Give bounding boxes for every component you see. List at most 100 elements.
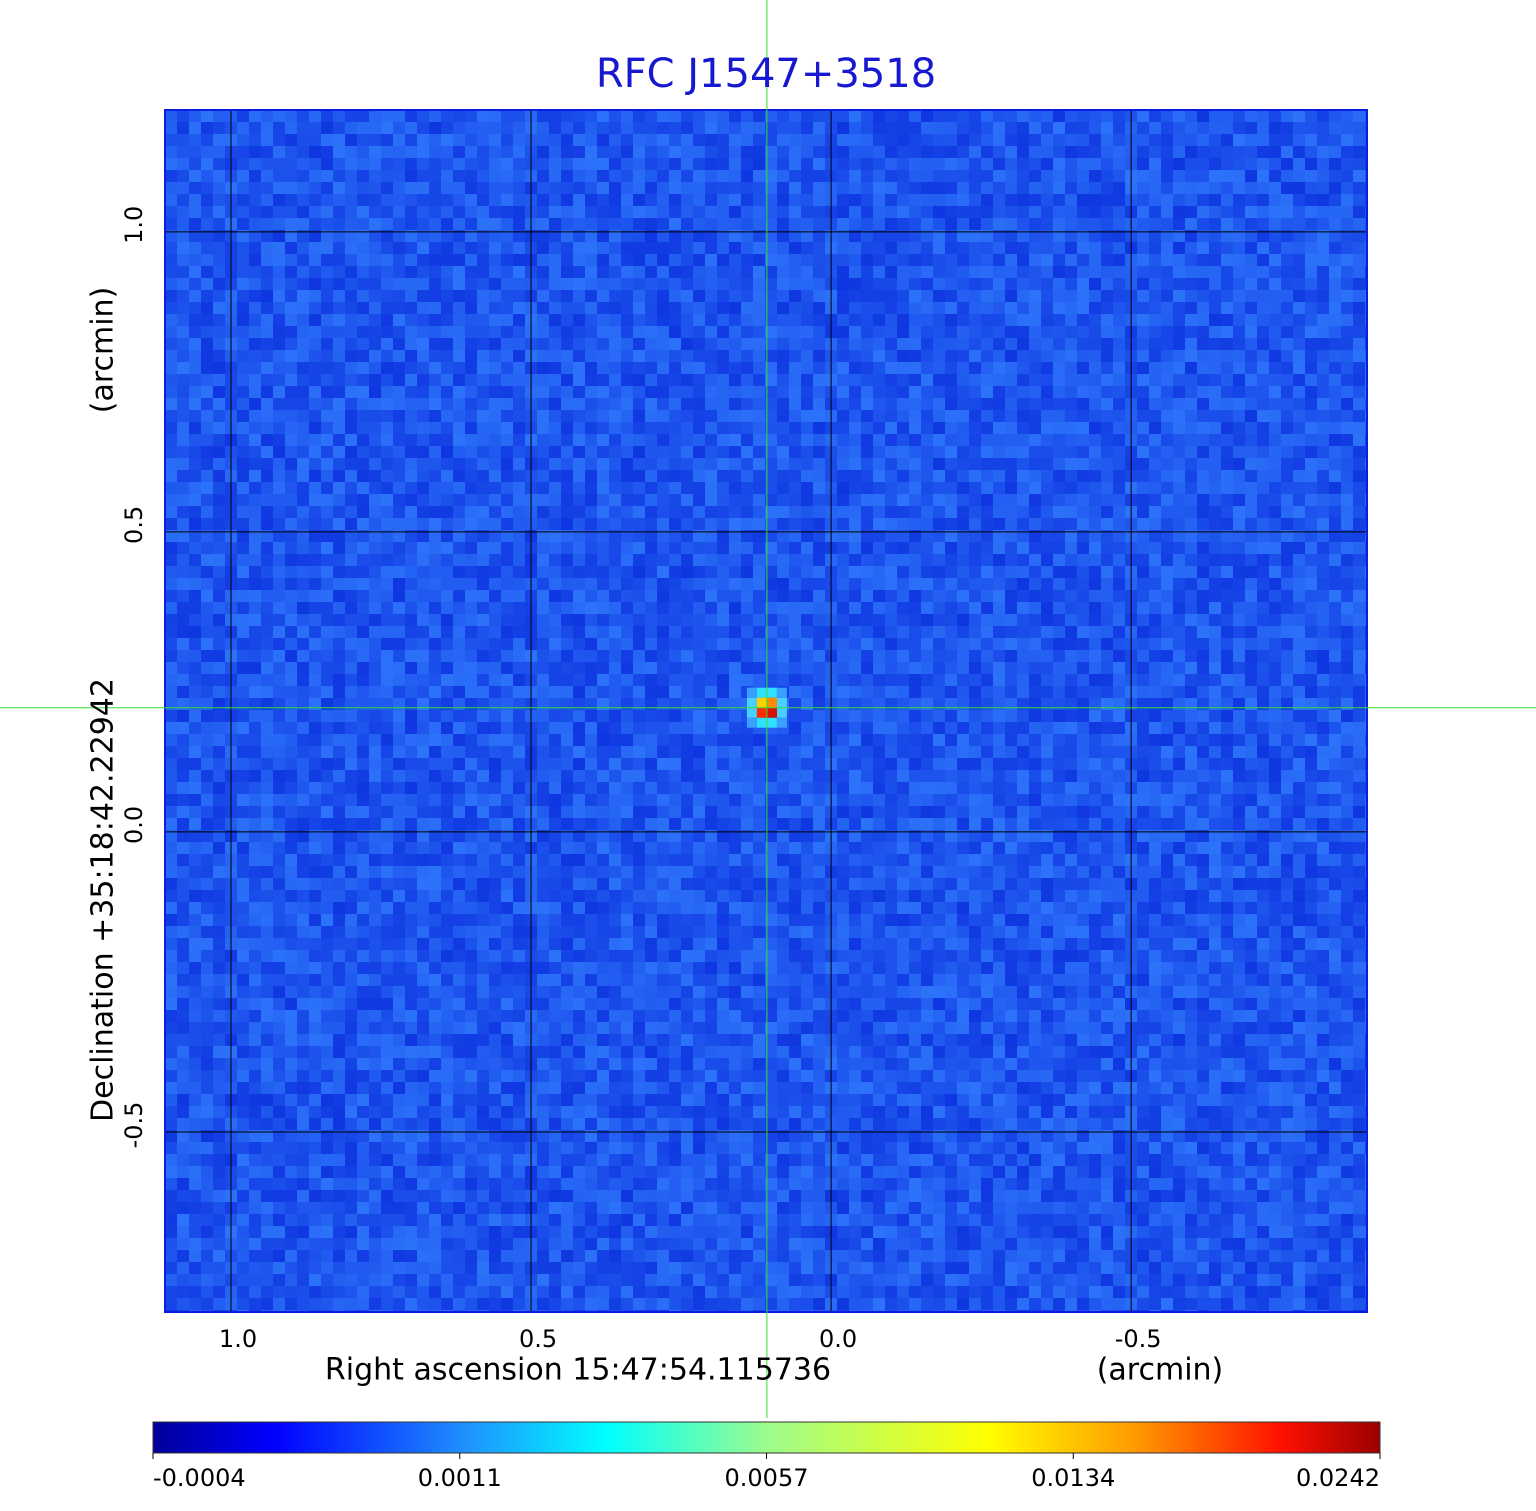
noise-pixel [333, 530, 345, 542]
noise-pixel [333, 590, 345, 602]
noise-pixel [333, 230, 345, 242]
noise-pixel [909, 278, 921, 290]
noise-pixel [297, 158, 309, 170]
noise-pixel [1221, 530, 1233, 542]
noise-pixel [1149, 242, 1161, 254]
noise-pixel [201, 254, 213, 266]
noise-pixel [381, 314, 393, 326]
noise-pixel [249, 362, 261, 374]
noise-pixel [621, 182, 633, 194]
noise-pixel [1269, 614, 1281, 626]
noise-pixel [369, 206, 381, 218]
noise-pixel [273, 482, 285, 494]
noise-pixel [837, 158, 849, 170]
noise-pixel [249, 446, 261, 458]
noise-pixel [1077, 230, 1089, 242]
noise-pixel [657, 350, 669, 362]
noise-pixel [1101, 302, 1113, 314]
noise-pixel [921, 578, 933, 590]
noise-pixel [957, 206, 969, 218]
noise-pixel [333, 602, 345, 614]
noise-pixel [537, 662, 549, 674]
noise-pixel [1257, 602, 1269, 614]
noise-pixel [777, 290, 789, 302]
noise-pixel [753, 422, 765, 434]
noise-pixel [1281, 686, 1293, 698]
noise-pixel [405, 482, 417, 494]
noise-pixel [969, 650, 981, 662]
noise-pixel [285, 290, 297, 302]
noise-pixel [957, 662, 969, 674]
noise-pixel [213, 134, 225, 146]
noise-pixel [1233, 266, 1245, 278]
noise-pixel [357, 134, 369, 146]
noise-pixel [693, 662, 705, 674]
noise-pixel [489, 266, 501, 278]
noise-pixel [729, 302, 741, 314]
noise-pixel [1293, 170, 1305, 182]
noise-pixel [333, 626, 345, 638]
noise-pixel [669, 566, 681, 578]
noise-pixel [657, 590, 669, 602]
noise-pixel [213, 650, 225, 662]
noise-pixel [1089, 194, 1101, 206]
noise-pixel [1041, 422, 1053, 434]
noise-pixel [657, 314, 669, 326]
noise-pixel [861, 374, 873, 386]
noise-pixel [1209, 302, 1221, 314]
noise-pixel [297, 470, 309, 482]
noise-pixel [1017, 578, 1029, 590]
noise-pixel [213, 218, 225, 230]
noise-pixel [1113, 410, 1125, 422]
noise-pixel [213, 422, 225, 434]
noise-pixel [1161, 266, 1173, 278]
noise-pixel [633, 110, 645, 122]
noise-pixel [993, 194, 1005, 206]
noise-pixel [309, 686, 321, 698]
noise-pixel [201, 290, 213, 302]
noise-pixel [1341, 170, 1353, 182]
noise-pixel [393, 578, 405, 590]
noise-pixel [717, 422, 729, 434]
noise-pixel [1221, 470, 1233, 482]
noise-pixel [573, 182, 585, 194]
noise-pixel [669, 458, 681, 470]
noise-pixel [165, 638, 177, 650]
noise-pixel [801, 614, 813, 626]
noise-pixel [657, 338, 669, 350]
noise-pixel [921, 506, 933, 518]
noise-pixel [393, 326, 405, 338]
noise-pixel [1317, 134, 1329, 146]
noise-pixel [1353, 206, 1365, 218]
noise-pixel [945, 158, 957, 170]
noise-pixel [957, 314, 969, 326]
noise-pixel [585, 494, 597, 506]
noise-pixel [1305, 578, 1317, 590]
noise-pixel [1209, 410, 1221, 422]
noise-pixel [1113, 482, 1125, 494]
noise-pixel [645, 386, 657, 398]
noise-pixel [921, 302, 933, 314]
noise-pixel [237, 554, 249, 566]
noise-pixel [429, 494, 441, 506]
noise-pixel [165, 662, 177, 674]
noise-pixel [177, 302, 189, 314]
noise-pixel [645, 590, 657, 602]
noise-pixel [369, 470, 381, 482]
noise-pixel [1233, 338, 1245, 350]
noise-pixel [513, 290, 525, 302]
noise-pixel [945, 206, 957, 218]
noise-pixel [1149, 134, 1161, 146]
noise-pixel [573, 374, 585, 386]
noise-pixel [177, 686, 189, 698]
noise-pixel [897, 362, 909, 374]
noise-pixel [453, 566, 465, 578]
noise-pixel [657, 470, 669, 482]
noise-pixel [981, 458, 993, 470]
noise-pixel [393, 314, 405, 326]
noise-pixel [957, 194, 969, 206]
noise-pixel [1293, 206, 1305, 218]
noise-pixel [873, 194, 885, 206]
noise-pixel [501, 614, 513, 626]
noise-pixel [633, 638, 645, 650]
